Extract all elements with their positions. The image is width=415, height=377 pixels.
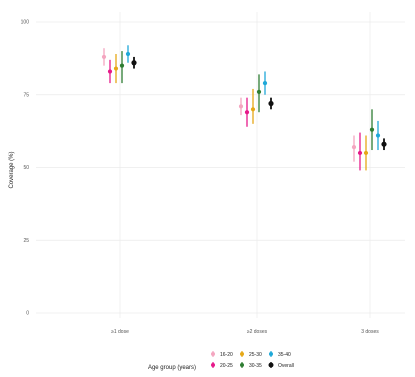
legend-label: 25-30: [249, 352, 262, 358]
x-tick-label: 3 doses: [361, 329, 379, 335]
legend-title: Age group (years): [148, 365, 196, 371]
y-tick-label: 50: [23, 165, 29, 171]
data-point: [238, 104, 244, 109]
data-point: [244, 110, 250, 115]
y-tick-label: 25: [23, 238, 29, 244]
data-point: [381, 141, 387, 147]
data-point: [369, 127, 375, 132]
legend-key-point: [269, 352, 273, 356]
data-point: [250, 107, 256, 112]
data-point: [107, 69, 113, 74]
legend-key-point: [211, 363, 215, 367]
data-marks: [101, 45, 387, 171]
data-point: [262, 81, 268, 86]
data-point: [101, 54, 107, 60]
legend-key-point: [211, 352, 215, 356]
legend-label: 16-20: [220, 352, 233, 358]
legend-key-point: [268, 362, 274, 368]
y-tick-label: 0: [26, 311, 29, 317]
legend-key-point: [240, 363, 244, 367]
legend-label: Overall: [278, 363, 294, 369]
data-point: [119, 63, 125, 68]
y-tick-label: 75: [23, 92, 29, 98]
x-tick-label: ≥1 dose: [111, 329, 129, 335]
legend: Age group (years) 16-20 20-25 25-30 30-35 35…: [148, 351, 294, 371]
data-point: [256, 89, 262, 94]
data-point: [363, 150, 369, 156]
legend-key-point: [240, 352, 244, 356]
data-point: [113, 66, 119, 71]
y-axis-title: Coverage (%): [9, 151, 15, 188]
x-axis-ticks: ≥1 dose ≥2 doses 3 doses: [111, 329, 379, 335]
legend-label: 35-40: [278, 352, 291, 358]
y-tick-label: 100: [21, 20, 30, 26]
data-point: [351, 145, 357, 150]
y-axis-ticks: 0 25 50 75 100: [21, 20, 30, 317]
data-point: [268, 100, 274, 107]
data-point: [131, 60, 137, 66]
data-point: [375, 133, 381, 138]
legend-label: 30-35: [249, 363, 262, 369]
grid: [36, 12, 405, 318]
data-point: [125, 51, 131, 57]
data-point: [357, 150, 363, 156]
legend-label: 20-25: [220, 363, 233, 369]
x-tick-label: ≥2 doses: [247, 329, 268, 335]
